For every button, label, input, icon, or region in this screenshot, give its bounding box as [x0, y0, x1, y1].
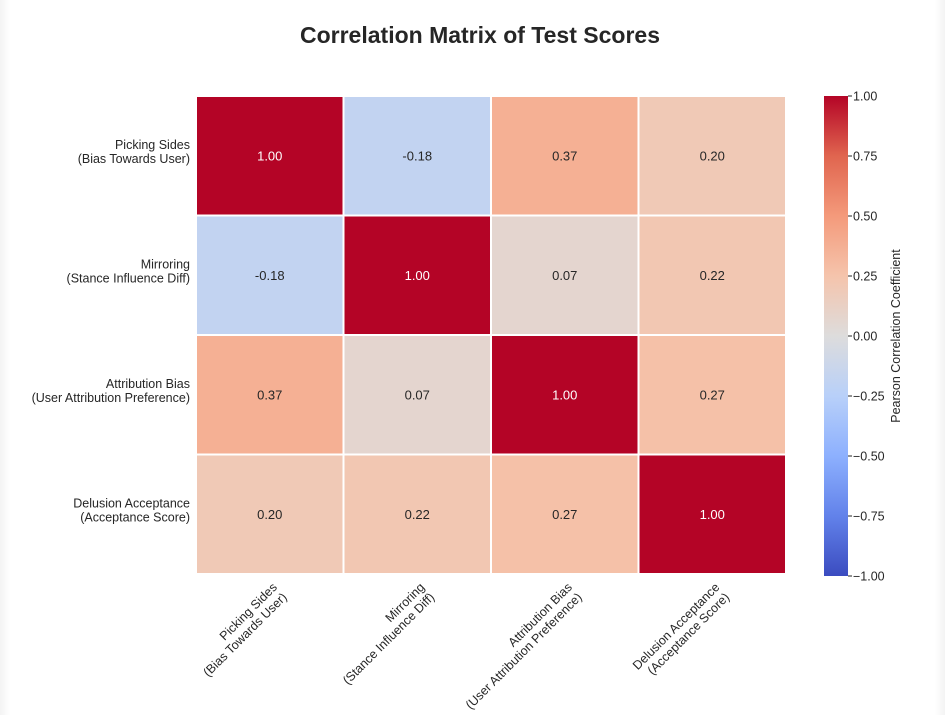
- heatmap-cell: [637, 334, 787, 456]
- row-tick-label: Delusion Acceptance (Acceptance Score): [73, 496, 190, 524]
- cell-value-label: 1.00: [257, 148, 282, 163]
- colorbar-tick-label: −0.25: [853, 390, 885, 404]
- cell-value-label: 0.07: [552, 268, 577, 283]
- frame-edge-right: [935, 0, 945, 715]
- heatmap-cell: [342, 334, 492, 456]
- heatmap-cell: [195, 95, 345, 217]
- heatmap-cell: [637, 214, 787, 336]
- colorbar-tick-label: −0.75: [853, 510, 885, 524]
- colorbar-ticks: 1.00 0.75 0.50 0.25 0.00 −0.25 −0.50 −0.75 −1.00: [848, 90, 885, 584]
- cell-value-label: 0.22: [700, 268, 725, 283]
- column-tick-labels: Picking Sides(Bias Towards User) Mirrorin…: [191, 580, 732, 712]
- heatmap-cell: [637, 453, 787, 575]
- heatmap-cell: [637, 95, 787, 217]
- cell-value-label: -0.18: [402, 148, 432, 163]
- row-tick-label: Picking Sides (Bias Towards User): [78, 138, 190, 166]
- colorbar-label: Pearson Correlation Coefficient: [889, 249, 903, 423]
- cell-value-label: 0.22: [405, 507, 430, 522]
- cell-value-label: -0.18: [255, 268, 285, 283]
- heatmap-cell: [342, 214, 492, 336]
- colorbar-tick-label: 0.25: [853, 270, 877, 284]
- column-tick-label: Picking Sides(Bias Towards User): [191, 580, 290, 679]
- column-tick-label: Attribution Bias(User Attribution Prefer…: [453, 580, 585, 712]
- colorbar-tick-label: 0.50: [853, 210, 877, 224]
- cell-value-label: 0.37: [257, 387, 282, 402]
- row-tick-label: Mirroring (Stance Influence Diff): [67, 257, 190, 285]
- cell-value-label: 0.07: [405, 387, 430, 402]
- heatmap-cell: [490, 214, 640, 336]
- column-tick-label: Mirroring(Stance Influence Diff): [330, 580, 437, 687]
- chart-title: Correlation Matrix of Test Scores: [300, 22, 660, 48]
- heatmap-cell: [342, 453, 492, 575]
- cell-value-label: 1.00: [552, 387, 577, 402]
- heatmap-cells: 1.00 -0.18 0.37 0.20 -0.18 1.00 0.07 0.22 0.37 0.…: [195, 95, 787, 575]
- row-tick-label: Attribution Bias (User Attribution Prefer…: [32, 377, 190, 405]
- colorbar-tick-label: 0.75: [853, 150, 877, 164]
- heatmap-cell: [195, 214, 345, 336]
- colorbar-tick-label: 1.00: [853, 90, 877, 104]
- row-tick-labels: Picking Sides (Bias Towards User) Mirrorin…: [32, 138, 190, 525]
- cell-value-label: 0.20: [700, 148, 725, 163]
- cell-value-label: 0.27: [700, 387, 725, 402]
- cell-value-label: 1.00: [700, 507, 725, 522]
- heatmap-cell: [342, 95, 492, 217]
- colorbar-tick-label: −0.50: [853, 450, 885, 464]
- cell-value-label: 0.20: [257, 507, 282, 522]
- colorbar: 1.00 0.75 0.50 0.25 0.00 −0.25 −0.50 −0.75 −1.00…: [824, 90, 903, 584]
- colorbar-tick-label: −1.00: [853, 570, 885, 584]
- cell-value-label: 0.27: [552, 507, 577, 522]
- cell-value-label: 0.37: [552, 148, 577, 163]
- column-tick-label: Delusion Acceptance(Acceptance Score): [630, 580, 732, 682]
- colorbar-tick-label: 0.00: [853, 330, 877, 344]
- colorbar-gradient: [824, 96, 848, 576]
- frame-edge-left: [0, 0, 10, 715]
- cell-value-label: 1.00: [405, 268, 430, 283]
